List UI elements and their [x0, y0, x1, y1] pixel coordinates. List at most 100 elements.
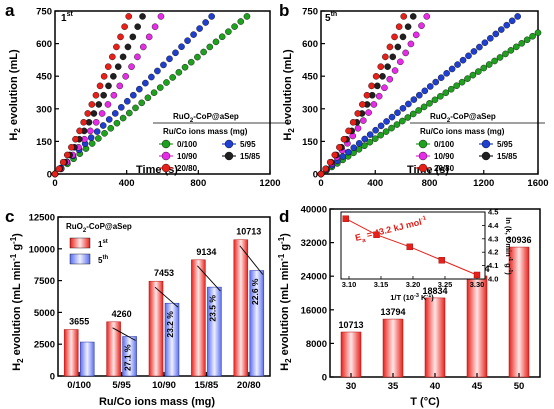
panel-c-value-label: 9134 — [196, 247, 216, 257]
panel-d-xtick-label: 35 — [388, 381, 399, 392]
panel-b-ytick-label: 600 — [302, 39, 318, 50]
panel-c-letter: c — [5, 207, 14, 226]
panel-d-ylabel: H2 evolution (mL min-1 g-1) — [277, 233, 293, 371]
panel-b-point-5-95 — [394, 109, 401, 117]
panel-a-legend-label-10-90: 10/90 — [177, 152, 198, 161]
panel-a-point-5-95 — [142, 79, 149, 87]
panel-b-point-5-95 — [426, 83, 434, 90]
panel-a-point-5-95 — [208, 13, 215, 20]
panel-b-point-5-95 — [355, 140, 363, 147]
panel-b-point-20-80 — [317, 170, 325, 178]
panel-a-point-0-100 — [150, 89, 158, 96]
panel-a-point-0-100 — [101, 130, 108, 137]
panel-b-letter: b — [279, 1, 289, 20]
panel-a-point-5-95 — [166, 55, 173, 63]
panel-a-point-0-100 — [119, 114, 127, 122]
panel-a-point-10-90 — [110, 91, 118, 99]
panel-a-scatter-points — [51, 13, 251, 178]
panel-b-legend-label-5-95: 5/95 — [497, 140, 513, 149]
panel-b-point-10-90 — [391, 67, 399, 74]
panel-b-point-10-90 — [360, 117, 367, 124]
panel-d-inset-ytick-label: 4.1 — [488, 261, 498, 270]
panel-b-ytick-label: 0 — [313, 170, 318, 181]
panel-a-ytick-label: 600 — [36, 39, 52, 50]
panel-a-point-5-95 — [196, 25, 203, 32]
panel-d-inset: 3.10 3.15 3.20 3.25 3.304.04.14.24.34.44.5Ea… — [340, 208, 513, 302]
panel-c-xtick-label: 20/80 — [237, 380, 261, 391]
panel-b-point-0-100 — [507, 47, 515, 54]
panel-d-ytick-label: 16000 — [301, 305, 327, 316]
panel-d-inset-xtick-label: 3.30 — [470, 280, 485, 289]
panel-b-point-0-100 — [442, 89, 450, 97]
panel-b-point-5-95 — [487, 35, 494, 42]
panel-d-value-label: 10713 — [338, 320, 363, 330]
panel-c-xtick-label: 10/90 — [152, 380, 176, 391]
panel-b-point-20-80 — [322, 165, 329, 173]
panel-b-xtick-label: 400 — [367, 178, 383, 189]
panel-a-point-20-80 — [121, 23, 128, 31]
panel-b-point-5-95 — [361, 135, 369, 143]
panel-a-legend-label-0-100: 0/100 — [177, 140, 198, 149]
panel-b-point-20-80 — [363, 91, 371, 99]
panel-b-point-0-100 — [458, 78, 466, 86]
panel-a-point-10-90 — [98, 110, 106, 117]
panel-b-point-20-80 — [395, 23, 403, 31]
panel-b-point-0-100 — [409, 110, 417, 118]
panel-a-point-5-95 — [190, 31, 197, 38]
panel-a-point-20-80 — [113, 43, 120, 51]
panel-c-xlabel: Ru/Co ions mass (mg) — [99, 396, 215, 408]
panel-b-xtick-label: 0 — [318, 178, 323, 189]
panel-a-point-10-90 — [92, 119, 100, 126]
panel-b-point-20-80 — [359, 101, 366, 108]
panel-c-decrease-arrow — [112, 327, 136, 341]
panel-b-point-0-100 — [377, 131, 384, 139]
panel-d-inset-point — [373, 231, 380, 238]
panel-a-point-5-95 — [154, 67, 161, 75]
panel-c-percent-label: 23.5 % — [207, 295, 217, 322]
panel-a-point-0-100 — [175, 69, 183, 76]
panel-a-point-15-85 — [139, 13, 146, 20]
panel-b-point-0-100 — [437, 93, 444, 100]
panel-c-xtick-label: 5/95 — [112, 380, 131, 391]
panel-b-point-5-95 — [503, 21, 511, 29]
panel-b-legend-label-15-85: 15/85 — [497, 152, 518, 161]
panel-a-point-0-100 — [187, 58, 195, 66]
panel-a-legend-marker — [224, 151, 234, 161]
panel-a-ytick-label: 0 — [47, 170, 52, 181]
panel-c-legend-swatch — [69, 253, 91, 265]
panel-b-legend-marker — [481, 139, 491, 149]
panel-a-point-5-95 — [111, 110, 119, 117]
panel-c-bar-1st-20-80 — [233, 239, 249, 377]
panel-a-point-5-95 — [172, 49, 179, 57]
panel-c-bar-1st-0-100 — [63, 329, 79, 377]
panel-c-bar-5th-10-90 — [164, 302, 180, 377]
panel-a-point-0-100 — [126, 109, 133, 117]
panel-c-ytick-label: 10000 — [29, 244, 55, 255]
panel-a-point-5-95 — [136, 85, 143, 93]
panel-b-point-10-90 — [381, 84, 388, 92]
panel-b-point-5-95 — [437, 74, 445, 82]
panel-c-decrease-arrow — [197, 265, 221, 292]
panel-c-percent-label: 22.6 % — [250, 278, 260, 305]
panel-c-bar-5th-15-85 — [207, 286, 222, 377]
panel-b-point-0-100 — [431, 96, 439, 104]
panel-b-point-0-100 — [464, 75, 471, 82]
panel-a-ytick-label: 450 — [36, 72, 52, 83]
panel-b-point-15-85 — [389, 53, 397, 61]
panel-d-inset-xtick-label: 3.25 — [438, 280, 453, 289]
panel-a-xtick-label: 1200 — [259, 178, 280, 189]
panel-d-bar-30 — [340, 331, 362, 378]
panel-b-scatter-points — [317, 13, 542, 178]
panel-d-inset-point — [438, 257, 445, 264]
panel-b-point-5-95 — [443, 70, 450, 77]
panel-b-point-5-95 — [372, 126, 379, 134]
panel-b-ylabel: H2 evolution (mL) — [282, 49, 296, 141]
panel-b-legend-label-10-90: 10/90 — [434, 152, 455, 161]
panel-c-ylabel: H2 evolution (mL min-1 g-1) — [9, 233, 25, 371]
panel-b-point-0-100 — [371, 135, 379, 142]
panel-d-bar-40 — [424, 297, 446, 378]
panel-b-point-15-85 — [399, 33, 407, 41]
panel-a-point-0-100 — [144, 94, 152, 102]
panel-a-point-10-90 — [140, 43, 147, 51]
panel-b-point-5-95 — [454, 61, 461, 68]
